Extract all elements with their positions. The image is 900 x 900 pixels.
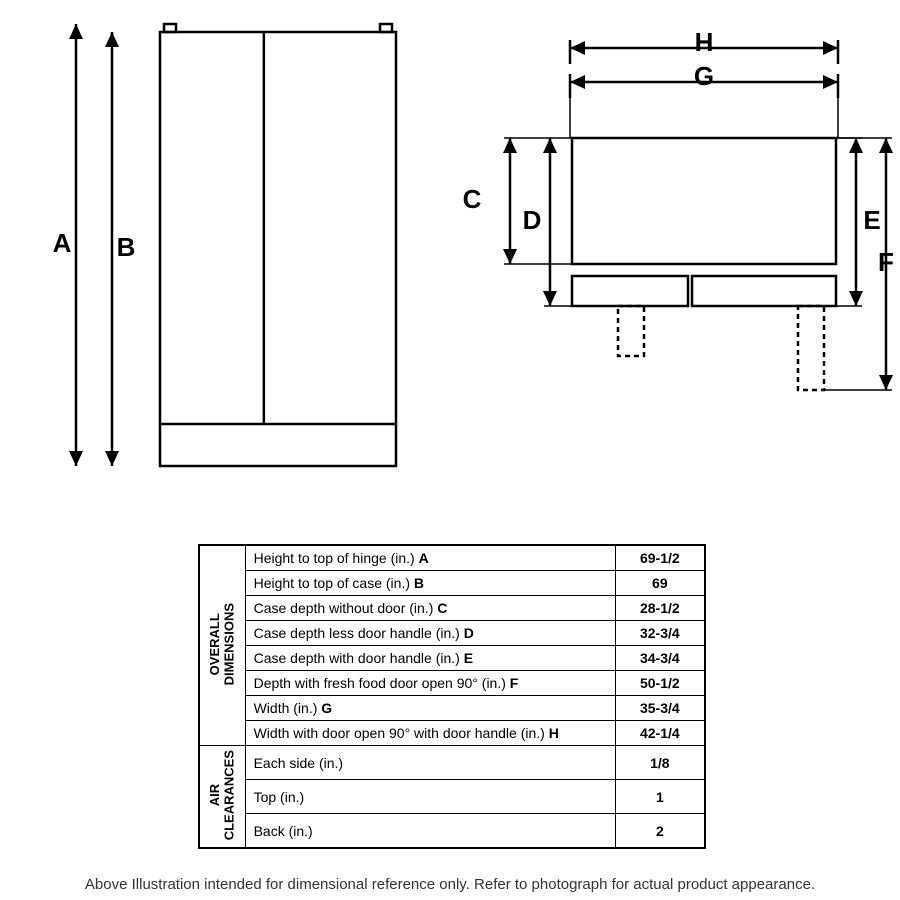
spec-value: 35-3/4	[615, 696, 705, 721]
svg-text:G: G	[694, 61, 714, 91]
front-view: AB	[53, 24, 396, 466]
spec-description: Top (in.)	[245, 780, 615, 814]
dimension-diagram: ABCDEFHG	[0, 0, 900, 520]
spec-description: Back (in.)	[245, 814, 615, 849]
spec-row: Top (in.)1	[199, 780, 705, 814]
spec-description: Each side (in.)	[245, 746, 615, 780]
spec-value: 50-1/2	[615, 671, 705, 696]
svg-text:B: B	[117, 232, 136, 262]
svg-text:E: E	[863, 205, 880, 235]
spec-row: Width with door open 90° with door handl…	[199, 721, 705, 746]
spec-value: 34-3/4	[615, 646, 705, 671]
spec-value: 1/8	[615, 746, 705, 780]
spec-row: OVERALLDIMENSIONSHeight to top of hinge …	[199, 545, 705, 571]
specifications-table: OVERALLDIMENSIONSHeight to top of hinge …	[198, 544, 706, 849]
svg-text:D: D	[523, 205, 542, 235]
spec-description: Case depth less door handle (in.) D	[245, 621, 615, 646]
spec-value: 69-1/2	[615, 545, 705, 571]
svg-text:A: A	[53, 228, 72, 258]
spec-row: Width (in.) G35-3/4	[199, 696, 705, 721]
spec-description: Width (in.) G	[245, 696, 615, 721]
spec-description: Case depth with door handle (in.) E	[245, 646, 615, 671]
section-label: OVERALLDIMENSIONS	[199, 545, 245, 746]
spec-row: Depth with fresh food door open 90° (in.…	[199, 671, 705, 696]
svg-text:F: F	[878, 247, 894, 277]
spec-description: Depth with fresh food door open 90° (in.…	[245, 671, 615, 696]
spec-row: Height to top of case (in.) B69	[199, 571, 705, 596]
spec-description: Height to top of case (in.) B	[245, 571, 615, 596]
spec-row: Back (in.)2	[199, 814, 705, 849]
svg-text:C: C	[463, 184, 482, 214]
svg-text:H: H	[695, 27, 714, 57]
section-label: AIRCLEARANCES	[199, 746, 245, 849]
spec-row: Case depth without door (in.) C28-1/2	[199, 596, 705, 621]
spec-description: Case depth without door (in.) C	[245, 596, 615, 621]
spec-value: 69	[615, 571, 705, 596]
spec-row: Case depth less door handle (in.) D32-3/…	[199, 621, 705, 646]
top-view: C D EF HG	[463, 27, 894, 390]
spec-value: 1	[615, 780, 705, 814]
spec-row: Case depth with door handle (in.) E34-3/…	[199, 646, 705, 671]
disclaimer-text: Above Illustration intended for dimensio…	[0, 876, 900, 893]
spec-value: 32-3/4	[615, 621, 705, 646]
spec-description: Width with door open 90° with door handl…	[245, 721, 615, 746]
spec-row: AIRCLEARANCESEach side (in.)1/8	[199, 746, 705, 780]
spec-value: 42-1/4	[615, 721, 705, 746]
spec-value: 2	[615, 814, 705, 849]
spec-value: 28-1/2	[615, 596, 705, 621]
spec-description: Height to top of hinge (in.) A	[245, 545, 615, 571]
